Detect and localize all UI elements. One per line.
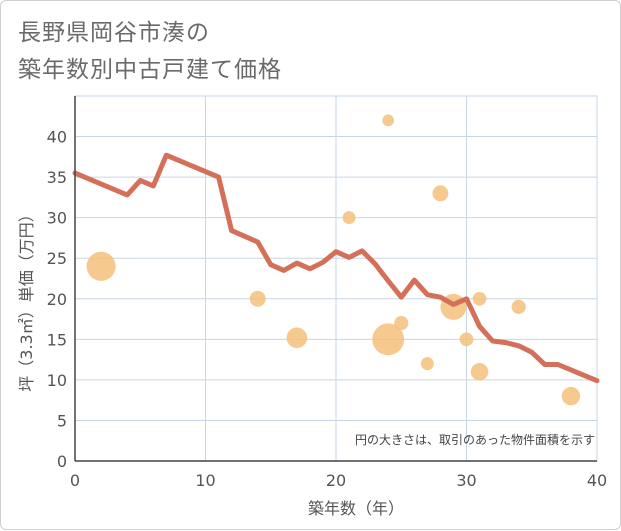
chart-title: 長野県岡谷市湊の 築年数別中古戸建て価格 [18, 15, 282, 89]
chart-title-line1: 長野県岡谷市湊の [18, 20, 210, 46]
y-tick-label: 10 [47, 371, 67, 390]
bubble-point [561, 386, 581, 406]
bubble-point [286, 327, 308, 348]
chart-title-line2: 築年数別中古戸建て価格 [18, 57, 282, 83]
bubble-point [472, 291, 487, 306]
size-note: 円の大きさは、取引のあった物件面積を示す [355, 432, 595, 447]
y-tick-label: 15 [47, 330, 67, 349]
axes [74, 96, 597, 462]
average-price-line [72, 152, 600, 384]
bubble-point [342, 211, 356, 225]
bubble-point [459, 332, 474, 347]
x-tick-label: 40 [587, 471, 607, 490]
bubble-point [470, 363, 489, 381]
y-tick-label: 40 [47, 128, 67, 147]
bubble-point [382, 114, 395, 127]
x-tick-label: 20 [326, 471, 346, 490]
bubble-point [86, 251, 116, 281]
bubble-point [394, 315, 409, 331]
y-tick-label: 25 [47, 249, 67, 268]
y-tick-label: 30 [47, 209, 67, 228]
bubble-point [511, 299, 526, 315]
y-tick-label: 5 [57, 411, 67, 430]
y-tick-label: 35 [47, 168, 67, 187]
bubble-point [420, 357, 434, 371]
y-tick-label: 0 [57, 452, 67, 471]
x-tick-label: 10 [195, 471, 215, 490]
x-tick-label: 0 [70, 471, 80, 490]
y-axis-label: 坪（3.3㎡）単価（万円） [17, 206, 36, 391]
x-axis-label: 築年数（年） [308, 499, 404, 518]
grid-lines [74, 95, 598, 462]
average-line-layer [72, 152, 600, 384]
tick-labels: 0 5 10 15 20 25 30 35 40 0 10 20 30 40 [47, 128, 608, 490]
bubble-point [249, 290, 266, 307]
bubble-point [432, 185, 449, 202]
x-tick-label: 30 [456, 471, 476, 490]
bubble-point [372, 323, 405, 356]
y-tick-label: 20 [47, 290, 67, 309]
bubble-layer [86, 114, 581, 406]
